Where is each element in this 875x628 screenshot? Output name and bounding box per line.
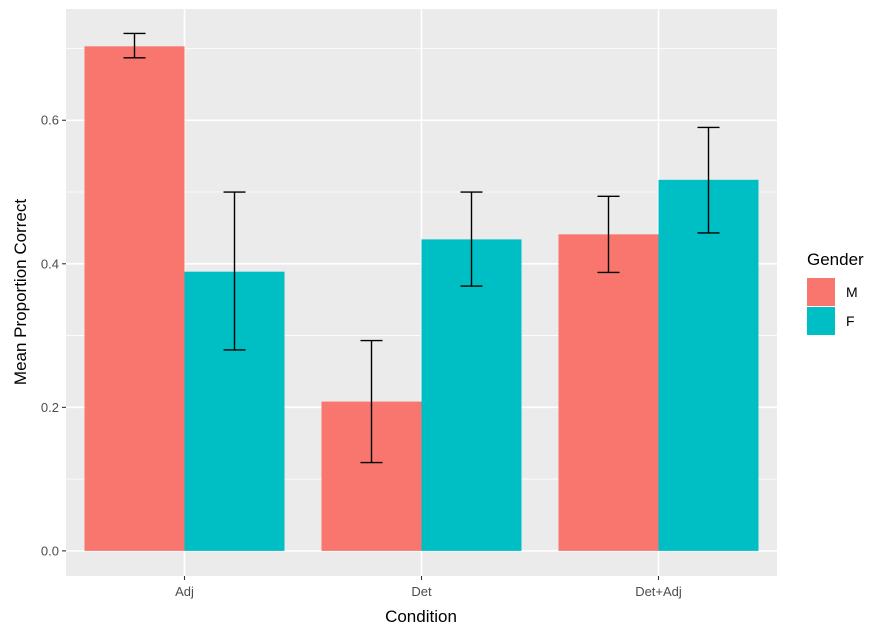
legend-label-m: M: [846, 284, 858, 300]
error-bars: [123, 32, 720, 464]
legend-label-f: F: [846, 313, 855, 329]
legend: Gender MF: [807, 250, 864, 335]
legend-key-m: [807, 278, 835, 306]
x-axis: Adj Det Det+Adj: [175, 576, 682, 599]
bar-m-det-adj: [558, 234, 659, 551]
y-tick-label: 0.6: [41, 113, 59, 128]
bars: [84, 46, 759, 551]
y-tick-label: 0.4: [41, 256, 59, 271]
bar-f-det: [421, 239, 522, 551]
legend-title: Gender: [807, 250, 864, 269]
bar-f-det-adj: [658, 179, 759, 551]
y-axis: 0.0 0.2 0.4 0.6: [41, 113, 66, 558]
x-tick-label: Adj: [175, 584, 194, 599]
bar-m-adj: [84, 46, 185, 551]
y-axis-title: Mean Proportion Correct: [11, 199, 30, 385]
x-axis-title: Condition: [385, 607, 457, 626]
x-tick-label: Det+Adj: [635, 584, 682, 599]
x-tick-label: Det: [411, 584, 432, 599]
y-tick-label: 0.0: [41, 543, 59, 558]
legend-key-f: [807, 307, 835, 335]
y-tick-label: 0.2: [41, 400, 59, 415]
